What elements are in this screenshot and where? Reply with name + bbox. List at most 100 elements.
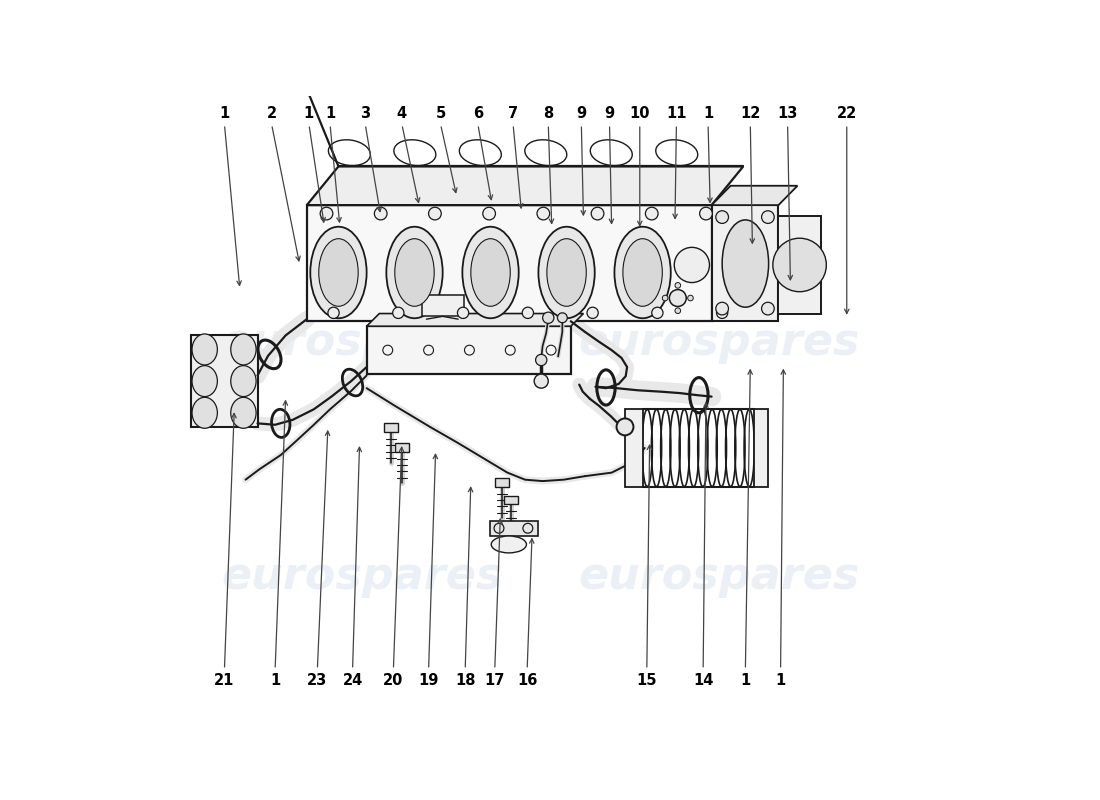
Text: 22: 22: [837, 106, 857, 121]
Text: 24: 24: [342, 674, 363, 688]
Circle shape: [587, 307, 598, 318]
Circle shape: [537, 207, 550, 220]
Circle shape: [761, 210, 774, 223]
Ellipse shape: [462, 226, 519, 318]
Circle shape: [591, 207, 604, 220]
Text: eurospares: eurospares: [578, 555, 859, 598]
Circle shape: [675, 282, 681, 288]
Circle shape: [328, 307, 339, 318]
Circle shape: [675, 308, 681, 314]
Circle shape: [646, 207, 658, 220]
Circle shape: [542, 312, 554, 323]
Circle shape: [617, 418, 634, 435]
Text: eurospares: eurospares: [222, 321, 503, 364]
Bar: [625, 410, 642, 486]
Circle shape: [458, 307, 469, 318]
Text: 19: 19: [418, 674, 439, 688]
Ellipse shape: [231, 366, 256, 397]
Text: 8: 8: [543, 106, 553, 121]
Circle shape: [536, 354, 547, 366]
Ellipse shape: [386, 226, 442, 318]
Text: 20: 20: [383, 674, 404, 688]
Bar: [366, 326, 571, 374]
Text: 23: 23: [307, 674, 328, 688]
Bar: [495, 478, 509, 486]
Circle shape: [662, 295, 668, 301]
Text: eurospares: eurospares: [578, 321, 859, 364]
Text: 11: 11: [667, 106, 686, 121]
Text: 3: 3: [360, 106, 371, 121]
Bar: [395, 443, 409, 451]
Ellipse shape: [615, 226, 671, 318]
Text: 1: 1: [270, 674, 280, 688]
Ellipse shape: [192, 334, 218, 365]
Bar: [754, 410, 768, 486]
Circle shape: [761, 302, 774, 315]
Circle shape: [522, 307, 534, 318]
Circle shape: [374, 207, 387, 220]
Bar: [504, 496, 518, 504]
Ellipse shape: [395, 238, 434, 306]
Circle shape: [700, 207, 713, 220]
Circle shape: [393, 307, 404, 318]
Text: 1: 1: [740, 674, 750, 688]
Circle shape: [320, 207, 333, 220]
Text: 1: 1: [304, 106, 313, 121]
Text: 7: 7: [508, 106, 518, 121]
Circle shape: [716, 307, 728, 318]
Text: 18: 18: [455, 674, 475, 688]
Bar: [190, 335, 257, 427]
Text: 9: 9: [604, 106, 615, 121]
Circle shape: [558, 313, 568, 322]
Polygon shape: [307, 166, 744, 205]
Bar: [712, 205, 779, 322]
Bar: [421, 295, 464, 316]
Circle shape: [669, 290, 686, 306]
Ellipse shape: [192, 366, 218, 397]
Text: 9: 9: [576, 106, 586, 121]
Circle shape: [535, 374, 548, 388]
Ellipse shape: [231, 334, 256, 365]
Text: 2: 2: [266, 106, 277, 121]
Bar: [490, 521, 538, 536]
Text: 16: 16: [517, 674, 537, 688]
Circle shape: [716, 302, 728, 315]
Text: 13: 13: [778, 106, 798, 121]
Text: 1: 1: [703, 106, 713, 121]
Circle shape: [651, 307, 663, 318]
Text: eurospares: eurospares: [222, 555, 503, 598]
Bar: [384, 423, 398, 432]
Text: 1: 1: [219, 106, 230, 121]
Circle shape: [429, 207, 441, 220]
Circle shape: [483, 207, 495, 220]
Circle shape: [716, 210, 728, 223]
Text: 5: 5: [436, 106, 446, 121]
Ellipse shape: [471, 238, 510, 306]
Polygon shape: [366, 314, 583, 326]
Ellipse shape: [231, 398, 256, 428]
Text: 12: 12: [740, 106, 760, 121]
Ellipse shape: [192, 398, 218, 428]
Circle shape: [674, 247, 710, 282]
Circle shape: [688, 295, 693, 301]
Text: 17: 17: [485, 674, 505, 688]
Bar: [779, 216, 821, 314]
Circle shape: [773, 238, 826, 292]
Text: 10: 10: [629, 106, 650, 121]
Text: 15: 15: [637, 674, 657, 688]
Text: 1: 1: [324, 106, 336, 121]
Ellipse shape: [623, 238, 662, 306]
Polygon shape: [712, 186, 798, 205]
Ellipse shape: [319, 238, 359, 306]
Ellipse shape: [538, 226, 595, 318]
Ellipse shape: [723, 220, 769, 307]
Text: 6: 6: [473, 106, 483, 121]
Ellipse shape: [547, 238, 586, 306]
Text: 1: 1: [776, 674, 785, 688]
Ellipse shape: [492, 536, 527, 553]
Text: 4: 4: [397, 106, 407, 121]
Text: 21: 21: [214, 674, 234, 688]
Text: 14: 14: [693, 674, 713, 688]
Ellipse shape: [310, 226, 366, 318]
Polygon shape: [307, 205, 712, 322]
